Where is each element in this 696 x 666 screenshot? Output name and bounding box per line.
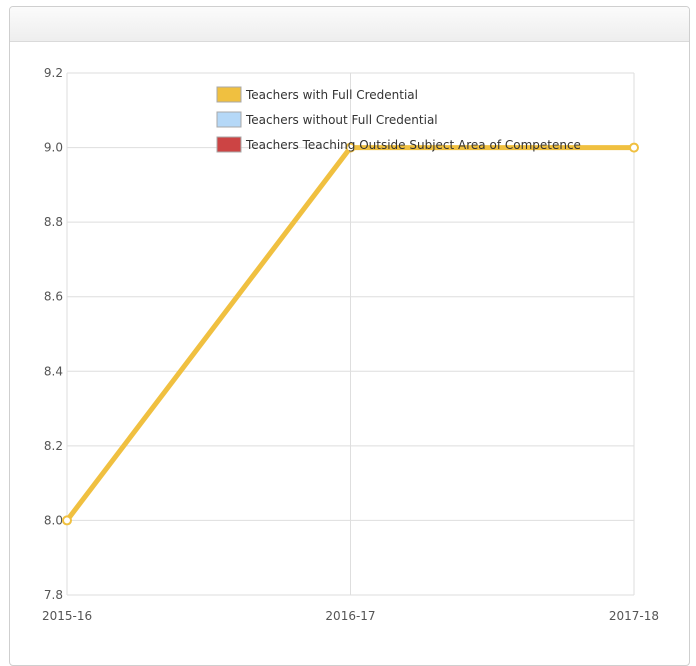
y-tick-label: 8.2 [44, 439, 63, 453]
legend-label: Teachers without Full Credential [245, 113, 438, 127]
legend-swatch [216, 136, 242, 153]
panel-header [10, 7, 689, 42]
y-tick-label: 7.8 [44, 588, 63, 602]
y-tick-label: 8.4 [44, 364, 63, 378]
y-tick-label: 8.8 [44, 215, 63, 229]
legend-label: Teachers Teaching Outside Subject Area o… [245, 138, 581, 152]
legend-label: Teachers with Full Credential [245, 88, 418, 102]
y-tick-label: 8.6 [44, 290, 63, 304]
x-tick-label: 2015-16 [42, 609, 92, 623]
data-point[interactable] [629, 142, 639, 153]
y-tick-label: 9.2 [44, 66, 63, 80]
x-tick-label: 2017-18 [609, 609, 659, 623]
line-chart: 9.29.08.88.68.48.28.07.8 2015-16 2016-17 2… [42, 66, 659, 623]
legend-swatch [216, 86, 242, 103]
y-tick-label: 8.0 [44, 513, 63, 527]
data-point[interactable] [62, 515, 72, 526]
data-point[interactable] [345, 142, 356, 153]
x-tick-label: 2016-17 [325, 609, 375, 623]
chart-panel [9, 6, 690, 666]
legend-swatch [216, 111, 242, 128]
y-tick-label: 9.0 [44, 141, 63, 155]
series-layer [62, 142, 639, 526]
legend: Teachers with Full Credential Teachers wi… [216, 86, 581, 153]
x-axis: 2015-16 2016-17 2017-18 [42, 609, 659, 623]
y-axis: 9.2 9.0 8.8 8.6 8.4 8.2 8.0 7.8 [44, 66, 63, 602]
grid [66, 72, 635, 596]
